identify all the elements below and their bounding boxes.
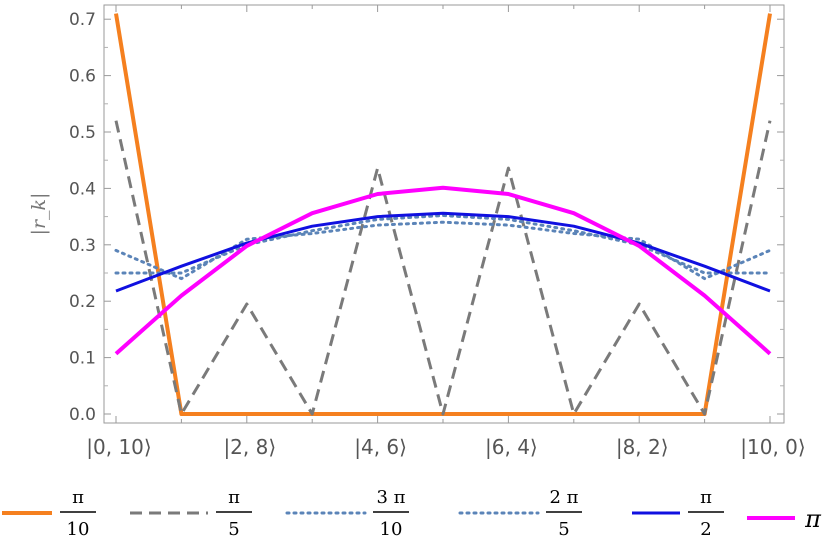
legend-numerator: 3 π xyxy=(376,487,405,508)
x-tick-label: |0, 10⟩ xyxy=(86,435,151,459)
x-tick-label: |8, 2⟩ xyxy=(616,435,669,459)
legend-denominator: 5 xyxy=(228,519,239,540)
legend-item-3: 2 π 5 xyxy=(458,487,582,540)
plot-axes: 0.0 0.1 0.2 0.3 0.4 0.5 0.6 0.7 |0, 10⟩ |2, 8⟩ |4,… xyxy=(69,4,806,459)
y-tick-label: 0.3 xyxy=(69,236,96,256)
x-tick-label: |2, 8⟩ xyxy=(223,435,276,459)
legend-item-2: 3 π 10 xyxy=(285,487,409,540)
y-tick-label: 0.0 xyxy=(69,405,96,425)
legend-numerator: π xyxy=(700,487,712,508)
y-tick-label: 0.6 xyxy=(69,67,96,87)
legend-denominator: 5 xyxy=(558,519,569,540)
legend-denominator: 10 xyxy=(380,519,403,540)
legend-numerator: 2 π xyxy=(549,487,578,508)
series-line-4 xyxy=(115,211,771,293)
legend-denominator: 10 xyxy=(67,519,90,540)
legend-item-1: π5 xyxy=(130,487,252,540)
legend-item-4: π2 xyxy=(632,487,724,540)
legend-numerator: π xyxy=(228,487,240,508)
legend-denominator: 2 xyxy=(700,519,711,540)
y-axis-label: |r_k| xyxy=(28,193,50,236)
legend-item-5: π xyxy=(747,505,822,533)
y-axis-label-text: |r_k| xyxy=(28,193,50,236)
y-tick-label: 0.1 xyxy=(69,349,96,369)
legend-label: π xyxy=(804,505,822,533)
y-tick-label: 0.7 xyxy=(69,10,96,30)
legend-item-0: π 10 xyxy=(2,487,96,540)
x-tick-label: |6, 4⟩ xyxy=(485,435,538,459)
y-tick-label: 0.2 xyxy=(69,292,96,312)
series-line-3 xyxy=(114,214,772,275)
plot-frame xyxy=(103,4,785,424)
series-line-1 xyxy=(114,120,772,416)
y-tick-label: 0.4 xyxy=(69,179,96,199)
y-tick-label: 0.5 xyxy=(69,123,96,143)
legend-numerator: π xyxy=(72,487,84,508)
x-tick-label: |10, 0⟩ xyxy=(740,435,805,459)
series-layer xyxy=(114,13,772,416)
x-tick-label: |4, 6⟩ xyxy=(354,435,407,459)
series-line-5 xyxy=(114,185,772,356)
